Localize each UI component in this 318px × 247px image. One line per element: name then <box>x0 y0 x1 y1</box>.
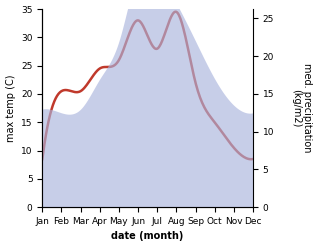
Y-axis label: med. precipitation
(kg/m2): med. precipitation (kg/m2) <box>291 63 313 153</box>
X-axis label: date (month): date (month) <box>111 231 184 242</box>
Y-axis label: max temp (C): max temp (C) <box>5 74 16 142</box>
